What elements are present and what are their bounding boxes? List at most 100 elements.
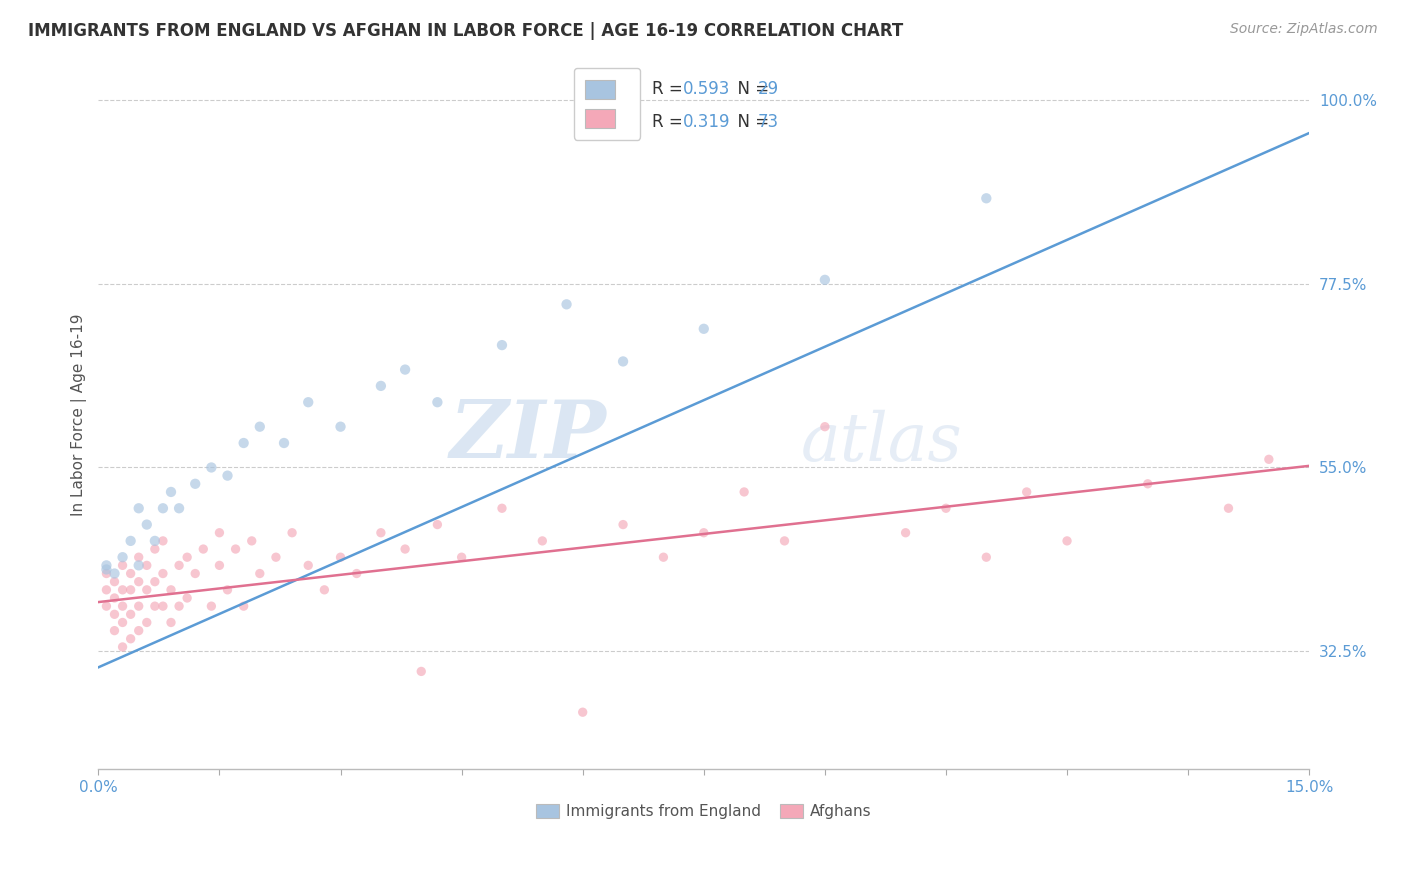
Point xyxy=(249,566,271,581)
Point xyxy=(1218,501,1240,516)
Point xyxy=(167,599,190,614)
Point xyxy=(103,566,125,581)
Point xyxy=(120,566,142,581)
Point xyxy=(103,574,125,589)
Point xyxy=(184,566,207,581)
Point xyxy=(208,525,231,540)
Point xyxy=(297,395,319,409)
Text: R =: R = xyxy=(652,112,688,130)
Point xyxy=(143,574,166,589)
Point xyxy=(612,354,634,368)
Point xyxy=(96,599,118,614)
Point xyxy=(894,525,917,540)
Point xyxy=(176,591,198,605)
Point xyxy=(111,550,134,565)
Point xyxy=(426,517,449,532)
Point xyxy=(96,582,118,597)
Point xyxy=(264,550,287,565)
Point xyxy=(329,419,352,434)
Point xyxy=(128,550,150,565)
Point xyxy=(814,419,837,434)
Text: 29: 29 xyxy=(758,80,779,98)
Text: N =: N = xyxy=(727,80,775,98)
Point xyxy=(935,501,957,516)
Point xyxy=(143,533,166,548)
Point xyxy=(184,476,207,491)
Point xyxy=(450,550,472,565)
Point xyxy=(693,525,716,540)
Point xyxy=(612,517,634,532)
Point xyxy=(128,558,150,573)
Point xyxy=(176,550,198,565)
Point xyxy=(976,191,998,205)
Point xyxy=(160,582,183,597)
Point xyxy=(571,705,593,719)
Point xyxy=(329,550,352,565)
Point xyxy=(394,542,416,557)
Text: 0.593: 0.593 xyxy=(682,80,730,98)
Point xyxy=(200,599,222,614)
Point xyxy=(111,615,134,630)
Point xyxy=(232,436,254,450)
Point xyxy=(200,460,222,475)
Point xyxy=(143,599,166,614)
Point xyxy=(152,566,174,581)
Point xyxy=(273,436,295,450)
Point xyxy=(531,533,554,548)
Point xyxy=(120,533,142,548)
Text: Source: ZipAtlas.com: Source: ZipAtlas.com xyxy=(1230,22,1378,37)
Point xyxy=(426,395,449,409)
Text: R =: R = xyxy=(652,80,688,98)
Point xyxy=(217,582,239,597)
Y-axis label: In Labor Force | Age 16-19: In Labor Force | Age 16-19 xyxy=(72,313,87,516)
Point xyxy=(135,517,157,532)
Point xyxy=(111,599,134,614)
Point xyxy=(217,468,239,483)
Point xyxy=(160,485,183,500)
Point xyxy=(1136,476,1159,491)
Point xyxy=(152,501,174,516)
Point xyxy=(143,542,166,557)
Point xyxy=(652,550,675,565)
Point xyxy=(1257,452,1279,467)
Point xyxy=(1056,533,1078,548)
Point xyxy=(411,665,433,679)
Point xyxy=(120,632,142,646)
Point xyxy=(120,607,142,622)
Point xyxy=(1015,485,1038,500)
Point xyxy=(491,501,513,516)
Point xyxy=(346,566,368,581)
Point xyxy=(111,558,134,573)
Point xyxy=(135,615,157,630)
Point xyxy=(314,582,336,597)
Point xyxy=(773,533,796,548)
Point xyxy=(976,550,998,565)
Point xyxy=(103,591,125,605)
Point xyxy=(370,525,392,540)
Point xyxy=(152,533,174,548)
Point xyxy=(135,558,157,573)
Point xyxy=(193,542,215,557)
Point xyxy=(297,558,319,573)
Point xyxy=(96,558,118,573)
Point xyxy=(128,624,150,638)
Text: 0.319: 0.319 xyxy=(682,112,730,130)
Point xyxy=(96,566,118,581)
Point xyxy=(491,338,513,352)
Point xyxy=(167,501,190,516)
Point xyxy=(693,322,716,336)
Point xyxy=(394,362,416,376)
Point xyxy=(160,615,183,630)
Point xyxy=(814,273,837,287)
Point xyxy=(135,582,157,597)
Legend: Immigrants from England, Afghans: Immigrants from England, Afghans xyxy=(530,798,877,825)
Point xyxy=(128,599,150,614)
Text: 73: 73 xyxy=(758,112,779,130)
Point xyxy=(249,419,271,434)
Text: atlas: atlas xyxy=(800,410,962,475)
Point xyxy=(733,485,755,500)
Point xyxy=(128,574,150,589)
Text: IMMIGRANTS FROM ENGLAND VS AFGHAN IN LABOR FORCE | AGE 16-19 CORRELATION CHART: IMMIGRANTS FROM ENGLAND VS AFGHAN IN LAB… xyxy=(28,22,904,40)
Point xyxy=(103,607,125,622)
Text: N =: N = xyxy=(727,112,775,130)
